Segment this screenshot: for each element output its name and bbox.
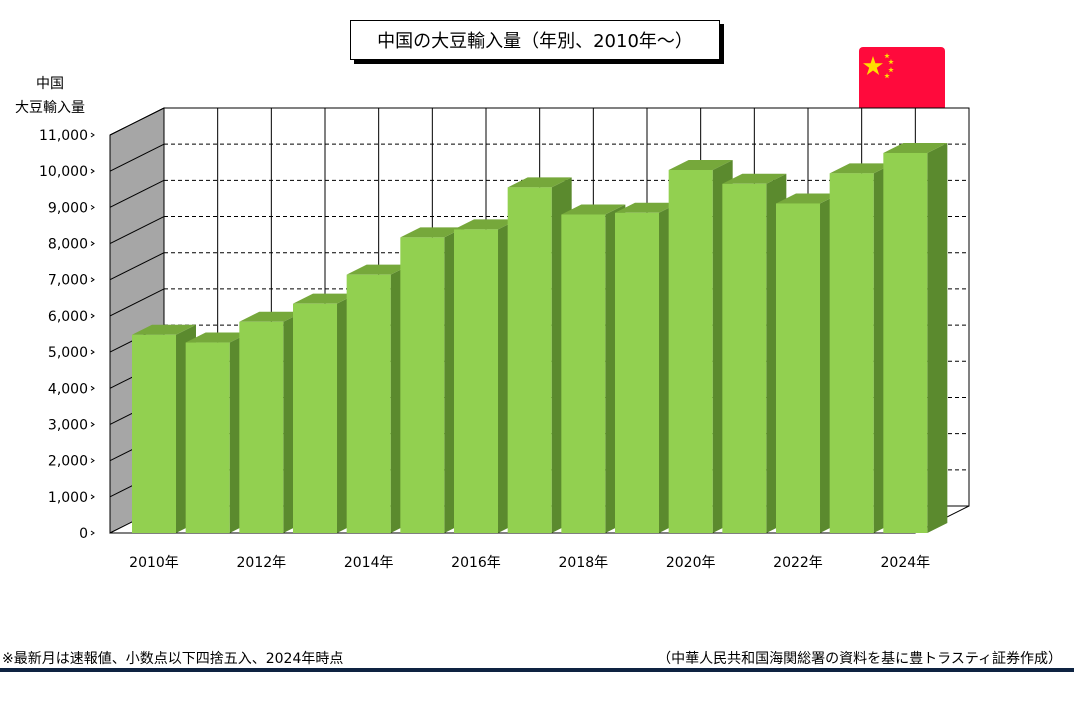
bar-front [883,152,928,533]
y-tick-label: 9,000 [48,200,88,216]
y-tick-label: 10,000 [39,164,88,180]
y-tick-marker [90,494,95,500]
y-tick-marker [90,458,95,464]
x-tick-label: 2012年 [237,555,287,571]
bar-front [776,203,821,533]
y-tick-label: 0 [79,526,88,542]
y-tick-label: 11,000 [39,128,88,144]
x-tick-label: 2014年 [344,555,394,571]
y-tick-marker [90,313,95,319]
bar-front [722,183,767,534]
china-flag-icon [859,47,945,111]
y-tick-marker [90,349,95,355]
x-tick-label: 2020年 [666,555,716,571]
bar-top [400,227,465,238]
bar-front [454,229,499,533]
y-tick-marker [90,530,95,536]
x-axis-ticks: 2010年 2012年 2014年 2016年 2018年 2020年 2022年 2024年 [129,555,930,571]
y-tick-marker [90,168,95,174]
bar-top [776,193,841,204]
gridline-diagonal [109,252,165,281]
bar-top [561,204,626,215]
bar-front [293,303,338,533]
footer-divider [0,668,1074,672]
chart-bars [132,142,948,534]
y-tick-marker [90,277,95,283]
gridline-diagonal [109,179,165,208]
bar-top [132,324,197,335]
bar-front [668,169,713,533]
y-tick-marker [90,204,95,210]
bar [883,142,948,533]
y-tick-label: 7,000 [48,273,88,289]
x-tick-label: 2024年 [881,555,931,571]
bar-front [132,334,177,533]
bar-top [829,163,894,174]
x-tick-label: 2016年 [451,555,501,571]
bar-top [454,219,519,230]
y-tick-marker [90,132,95,138]
gridline-diagonal [109,143,165,172]
y-tick-label: 8,000 [48,237,88,253]
y-tick-label: 6,000 [48,309,88,325]
y-axis-label-line2: 大豆輸入量 [15,100,85,116]
bar-top [239,311,304,322]
x-tick-label: 2018年 [559,555,609,571]
y-axis-ticks: 0 1,000 2,000 3,000 4,000 5,000 6,000 7,000 8,00… [39,128,95,542]
gridline-diagonal [109,216,165,244]
bar [293,293,358,533]
bar-top [185,332,250,343]
bar-front [239,321,284,533]
bar-front [400,237,445,533]
bar-side [927,142,948,533]
bar-top [293,293,358,304]
bar-front [185,342,230,533]
footer-note: ※最新月は速報値、小数点以下四捨五入、2024年時点 [2,651,344,667]
y-tick-label: 2,000 [48,454,88,470]
bar-front [507,187,552,533]
y-tick-label: 1,000 [48,490,88,506]
bar-front [561,214,606,533]
y-tick-label: 3,000 [48,417,88,433]
bar-front [346,274,391,533]
y-tick-marker [90,385,95,391]
bar-top [346,264,411,275]
x-tick-label: 2022年 [773,555,823,571]
y-tick-marker [90,422,95,427]
bar-top [615,202,680,213]
y-tick-label: 5,000 [48,345,88,361]
y-tick-label: 4,000 [48,381,88,397]
chart-title: 中国の大豆輸入量（年別、2010年～） [350,20,720,60]
gridline-diagonal [109,288,165,317]
x-tick-label: 2010年 [129,555,179,571]
source-note: （中華人民共和国海関総署の資料を基に豊トラスティ証券作成） [657,651,1062,667]
bar-top [507,177,572,188]
bar [400,227,465,533]
y-axis-label-line1: 中国 [36,76,64,92]
bar-top [668,159,733,170]
gridline-diagonal [109,107,165,136]
y-axis-label: 中国 大豆輸入量 [10,72,90,120]
y-tick-marker [90,241,95,246]
bar-front [615,212,660,533]
bar-top [722,173,787,184]
bar-front [829,173,874,534]
bar-top [883,142,948,153]
